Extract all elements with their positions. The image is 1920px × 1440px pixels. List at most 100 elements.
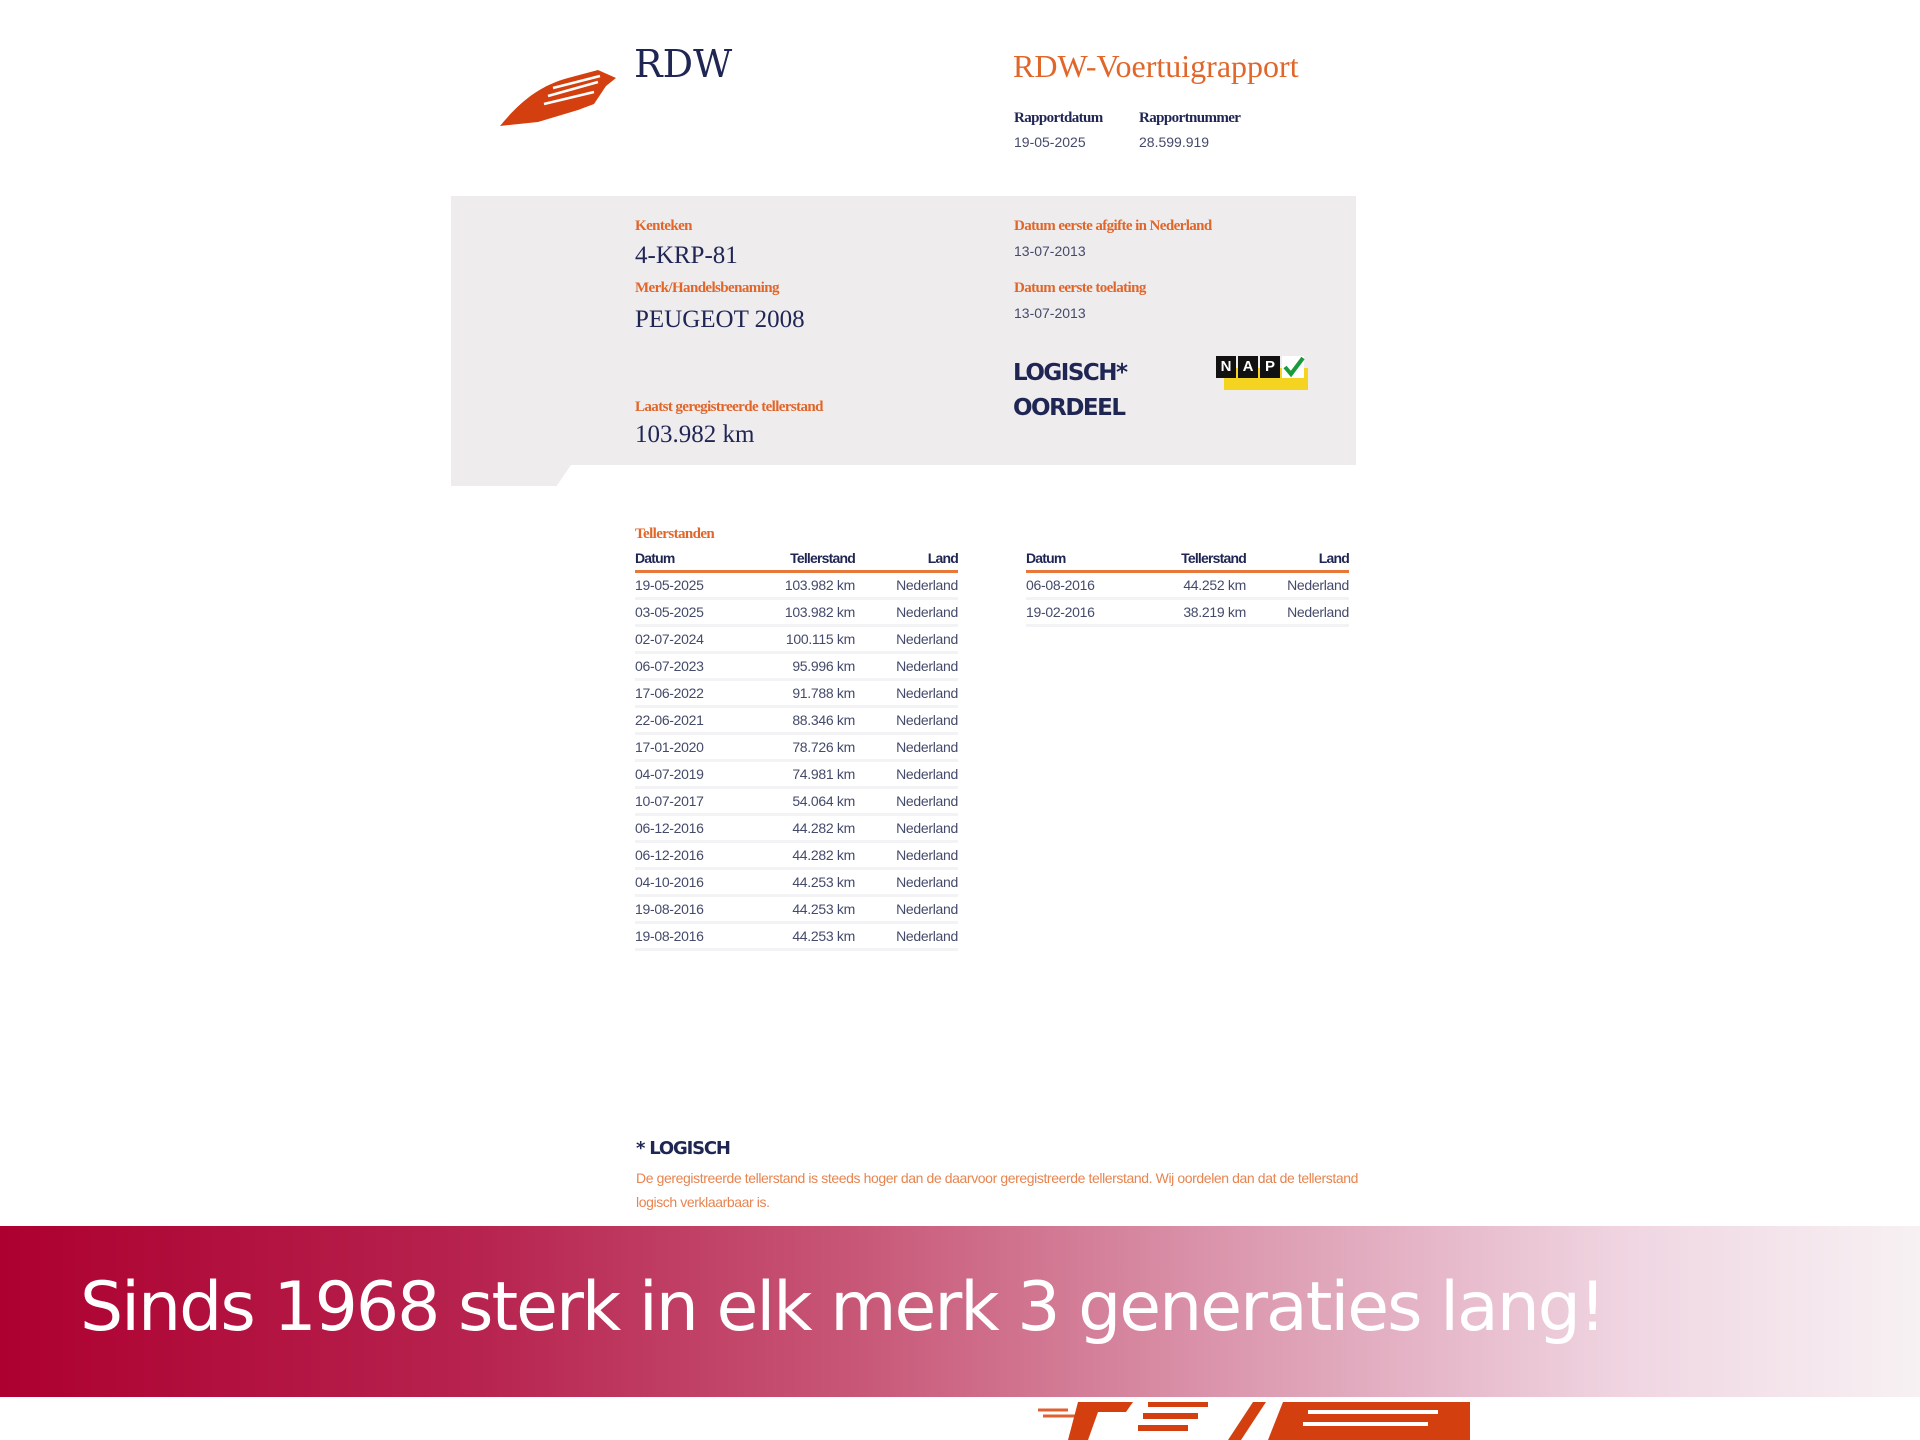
table-cell: 19-05-2025 bbox=[635, 571, 755, 600]
report-title: RDW-Voertuigrapport bbox=[1013, 48, 1299, 84]
table-cell: Nederland bbox=[855, 868, 958, 897]
brand-logo-icon bbox=[1038, 1402, 1470, 1440]
teller-value: 103.982 km bbox=[635, 421, 755, 448]
afgifte-value: 13-07-2013 bbox=[1014, 243, 1086, 259]
table-cell: 54.064 km bbox=[755, 787, 855, 816]
rapportdatum-value: 19-05-2025 bbox=[1014, 134, 1086, 150]
table-cell: 38.219 km bbox=[1146, 598, 1246, 627]
column-header: Land bbox=[855, 548, 959, 573]
table-cell: Nederland bbox=[855, 706, 958, 735]
table-cell: 44.253 km bbox=[755, 868, 855, 897]
table-cell: Nederland bbox=[855, 652, 958, 681]
merk-label: Merk/Handelsbenaming bbox=[635, 280, 779, 296]
nap-letter: A bbox=[1238, 356, 1258, 378]
slogan-banner bbox=[0, 1226, 1920, 1397]
column-header: Land bbox=[1246, 548, 1350, 573]
table-cell: Nederland bbox=[855, 733, 958, 762]
table-cell: 10-07-2017 bbox=[635, 787, 755, 816]
table-row: 04-07-2019 74.981 km Nederland bbox=[635, 760, 958, 789]
table-cell: 103.982 km bbox=[755, 571, 855, 600]
table-cell: Nederland bbox=[855, 679, 958, 708]
check-icon bbox=[1282, 356, 1305, 378]
verdict-oordeel: OORDEEL bbox=[1013, 395, 1126, 421]
merk-value: PEUGEOT 2008 bbox=[635, 306, 805, 333]
table-row: 17-06-2022 91.788 km Nederland bbox=[635, 679, 958, 708]
table-cell: 19-08-2016 bbox=[635, 922, 755, 951]
footnote-title: * LOGISCH bbox=[636, 1138, 731, 1159]
table-cell: 06-08-2016 bbox=[1026, 571, 1146, 600]
column-header: Tellerstand bbox=[755, 548, 856, 573]
column-header: Datum bbox=[635, 548, 755, 573]
table-cell: 06-07-2023 bbox=[635, 652, 755, 681]
table-cell: 95.996 km bbox=[755, 652, 855, 681]
table-cell: 04-10-2016 bbox=[635, 868, 755, 897]
table-cell: 22-06-2021 bbox=[635, 706, 755, 735]
table-cell: Nederland bbox=[855, 625, 958, 654]
toelating-label: Datum eerste toelating bbox=[1014, 280, 1146, 296]
table-cell: 17-01-2020 bbox=[635, 733, 755, 762]
table-row: 10-07-2017 54.064 km Nederland bbox=[635, 787, 958, 816]
nap-letter: P bbox=[1260, 356, 1280, 378]
table-row: 02-07-2024 100.115 km Nederland bbox=[635, 625, 958, 654]
table-row: 03-05-2025 103.982 km Nederland bbox=[635, 598, 958, 627]
table-cell: 19-08-2016 bbox=[635, 895, 755, 924]
table-row: 22-06-2021 88.346 km Nederland bbox=[635, 706, 958, 735]
teller-label: Laatst geregistreerde tellerstand bbox=[635, 399, 824, 415]
table-cell: Nederland bbox=[855, 895, 958, 924]
table-cell: 44.253 km bbox=[755, 895, 855, 924]
footnote-text: De geregistreerde tellerstand is steeds … bbox=[636, 1170, 1359, 1210]
table-cell: 103.982 km bbox=[755, 598, 855, 627]
table-row: 06-12-2016 44.282 km Nederland bbox=[635, 841, 958, 870]
table-row: 04-10-2016 44.253 km Nederland bbox=[635, 868, 958, 897]
column-header: Datum bbox=[1026, 548, 1146, 573]
table-cell: 88.346 km bbox=[755, 706, 855, 735]
verdict-logisch: LOGISCH* bbox=[1013, 360, 1128, 386]
table-cell: 44.282 km bbox=[755, 841, 855, 870]
table-row: 19-08-2016 44.253 km Nederland bbox=[635, 895, 958, 924]
table-row: 19-02-2016 38.219 km Nederland bbox=[1026, 598, 1349, 627]
table-cell: Nederland bbox=[1246, 598, 1349, 627]
kenteken-label: Kenteken bbox=[635, 218, 692, 234]
table-cell: 44.282 km bbox=[755, 814, 855, 843]
tellerstanden-table-left: Datum Tellerstand Land 19-05-2025 103.982 km… bbox=[635, 548, 959, 951]
table-cell: Nederland bbox=[855, 922, 958, 951]
table-cell: Nederland bbox=[855, 760, 958, 789]
vehicle-panel bbox=[451, 196, 1356, 465]
logo-text: RDW bbox=[634, 42, 733, 86]
rapportnummer-label: Rapportnummer bbox=[1139, 110, 1241, 126]
table-row: 19-05-2025 103.982 km Nederland bbox=[635, 571, 958, 600]
table-header: Datum Tellerstand Land bbox=[635, 548, 959, 573]
nap-letter: N bbox=[1216, 356, 1236, 378]
tellerstanden-table-right: Datum Tellerstand Land 06-08-2016 44.252 km N… bbox=[1026, 548, 1350, 627]
table-row: 06-08-2016 44.252 km Nederland bbox=[1026, 571, 1349, 600]
table-cell: 91.788 km bbox=[755, 679, 855, 708]
table-cell: 04-07-2019 bbox=[635, 760, 755, 789]
panel-tab bbox=[451, 465, 571, 486]
table-row: 19-08-2016 44.253 km Nederland bbox=[635, 922, 958, 951]
table-cell: 06-12-2016 bbox=[635, 841, 755, 870]
tellerstanden-title: Tellerstanden bbox=[635, 526, 715, 542]
table-cell: Nederland bbox=[855, 787, 958, 816]
table-cell: 44.253 km bbox=[755, 922, 855, 951]
rapportnummer-value: 28.599.919 bbox=[1139, 134, 1210, 150]
column-header: Tellerstand bbox=[1146, 548, 1247, 573]
rdw-logo-icon bbox=[500, 70, 616, 126]
table-row: 06-12-2016 44.282 km Nederland bbox=[635, 814, 958, 843]
kenteken-value: 4-KRP-81 bbox=[635, 242, 738, 269]
table-cell: 02-07-2024 bbox=[635, 625, 755, 654]
table-cell: 03-05-2025 bbox=[635, 598, 755, 627]
table-cell: Nederland bbox=[855, 814, 958, 843]
table-cell: Nederland bbox=[855, 598, 958, 627]
table-cell: 06-12-2016 bbox=[635, 814, 755, 843]
table-cell: Nederland bbox=[855, 841, 958, 870]
table-row: 06-07-2023 95.996 km Nederland bbox=[635, 652, 958, 681]
table-cell: 17-06-2022 bbox=[635, 679, 755, 708]
table-cell: 74.981 km bbox=[755, 760, 855, 789]
table-row: 17-01-2020 78.726 km Nederland bbox=[635, 733, 958, 762]
rapportdatum-label: Rapportdatum bbox=[1014, 110, 1103, 126]
table-cell: 100.115 km bbox=[755, 625, 855, 654]
table-cell: Nederland bbox=[1246, 571, 1349, 600]
table-cell: 19-02-2016 bbox=[1026, 598, 1146, 627]
nap-badge: N A P bbox=[1216, 356, 1308, 390]
table-header: Datum Tellerstand Land bbox=[1026, 548, 1350, 573]
